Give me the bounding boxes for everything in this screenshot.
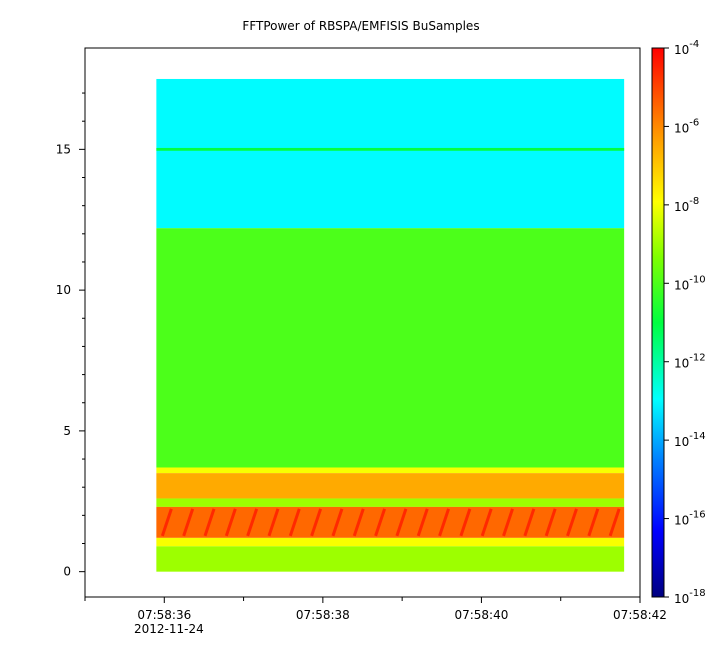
colorbar-tick-label: 10-8 [674, 196, 699, 214]
colorbar-tick-label: 10-12 [674, 353, 706, 371]
colorbar-tick-label: 10-18 [674, 588, 706, 606]
burst-streak [608, 508, 621, 537]
burst-streak [310, 508, 323, 537]
burst-streak [267, 508, 280, 537]
intensity-band [156, 147, 625, 151]
burst-streak [566, 508, 578, 537]
rising-tone-bursts [160, 508, 621, 537]
burst-streak [224, 508, 237, 537]
x-tick-label: 07:58:42 [613, 608, 667, 622]
intensity-band [156, 78, 625, 229]
burst-streak [331, 508, 344, 537]
burst-streak [438, 508, 450, 537]
burst-streak [395, 508, 408, 537]
x-tick-label: 07:58:40 [454, 608, 508, 622]
x-tick-label: 07:58:38 [296, 608, 350, 622]
burst-streak [480, 508, 493, 537]
y-tick-label: 10 [56, 283, 71, 297]
burst-streak [587, 508, 600, 537]
x-tick-label: 07:58:36 [137, 608, 191, 622]
colorbar-tick-label: 10-4 [674, 39, 699, 57]
y-tick-label: 5 [63, 424, 71, 438]
spectrogram-heatmap [156, 78, 625, 572]
intensity-band [156, 537, 625, 547]
intensity-band [156, 498, 625, 507]
burst-streak [523, 508, 536, 537]
y-tick-label: 0 [63, 565, 71, 579]
burst-streak [160, 508, 173, 537]
burst-streak [459, 508, 472, 537]
colorbar-tick-label: 10-16 [674, 510, 706, 528]
intensity-band [156, 228, 625, 468]
colorbar-tick-label: 10-10 [674, 274, 706, 292]
burst-streak [288, 508, 301, 537]
y-axis: 0 5 10 15 [56, 92, 85, 579]
intensity-band [156, 546, 625, 572]
colorbar-tick-label: 10-14 [674, 431, 706, 449]
colorbar [651, 47, 665, 598]
y-tick-label: 15 [56, 142, 71, 156]
colorbar-ticks: 10-18 10-16 10-14 10-12 10-10 10-8 10-6 10-4 [664, 39, 706, 606]
burst-streak [352, 508, 365, 537]
burst-streak [416, 508, 429, 537]
burst-streak [374, 508, 387, 537]
colorbar-tick-label: 10-6 [674, 117, 699, 135]
chart-title: FFTPower of RBSPA/EMFISIS BuSamples [242, 19, 479, 33]
burst-streak [502, 508, 514, 537]
burst-streak [544, 508, 557, 537]
burst-streak [203, 508, 216, 537]
burst-streak [182, 508, 195, 537]
intensity-band [156, 473, 625, 499]
x-axis: 07:58:36 07:58:38 07:58:40 07:58:42 [84, 597, 667, 622]
x-date-label: 2012-11-24 [134, 622, 204, 636]
burst-streak [246, 508, 259, 537]
intensity-band [156, 467, 625, 474]
